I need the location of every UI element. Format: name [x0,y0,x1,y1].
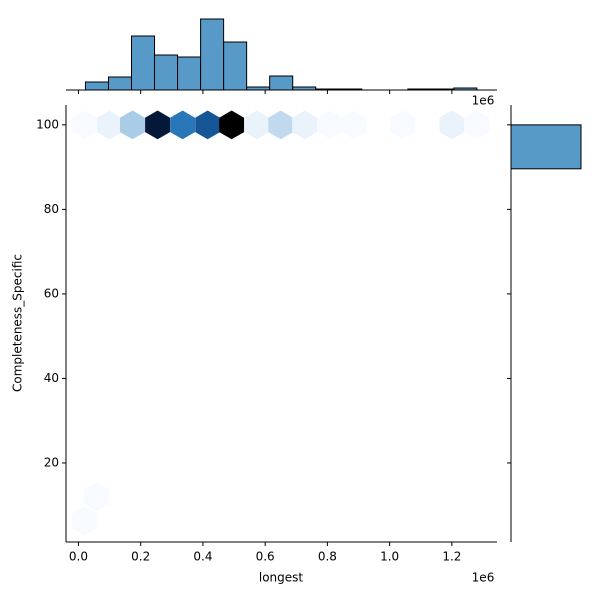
marginal-x-bar [246,86,271,91]
marginal-x-bar [338,88,363,91]
x-tick-label: 0.2 [131,550,150,564]
hexbin-cell [244,110,270,140]
marginal-x-bar [84,81,109,91]
marginal-x-bar [292,86,317,91]
y-axis-label: Completeness_Specific [11,254,25,392]
marginal-x-bar [223,41,248,91]
marginal-x-bar [131,35,156,91]
hexbin-cell [219,110,245,140]
hexbin-cell [97,110,122,140]
marginal-x-bar [107,76,133,91]
marginal-x-bar [154,54,179,91]
marginal-x-bar [430,88,455,91]
x-tick-label: 1.0 [380,550,399,564]
marginal-x-bar [200,18,225,91]
y-tick-label: 60 [44,286,59,300]
marginal-x-bar [177,56,202,91]
x-tick-label: 0.8 [318,550,337,564]
x-offset-label: 1e6 [472,571,495,585]
hexbin-cell [72,110,97,140]
marginal-x-bar [407,88,432,91]
hexbin-cell [464,110,490,140]
hexbin-cell [195,110,221,140]
y-tick-label: 40 [44,371,59,385]
x-tick-label: 0.4 [193,550,212,564]
marginal-offset-label: 1e6 [472,94,495,108]
hexbin-cell [317,110,343,140]
hexbin-cell [268,110,294,140]
marginal-x-bar [269,75,294,91]
x-axis-label: longest [259,571,304,585]
hexbin-cell [120,110,145,140]
x-tick-label: 0.6 [256,550,275,564]
marginal-x-bar [315,88,340,91]
marginal-x-bar [453,87,478,91]
y-tick-label: 80 [44,202,59,216]
hexbin-cell [292,110,318,140]
hexbin-cell [84,482,109,512]
hexbin-cell [341,110,367,140]
hexbin-cell [390,110,416,140]
hexbin-cell [145,110,170,140]
hexbin-cell [439,110,465,140]
y-tick-label: 100 [36,117,59,131]
x-tick-label: 0.0 [69,550,88,564]
hexbin-cell [72,506,97,536]
marginal-y-bar [510,124,582,170]
y-tick-label: 20 [44,455,59,469]
hexbin-cell [170,110,195,140]
x-tick-label: 1.2 [442,550,461,564]
